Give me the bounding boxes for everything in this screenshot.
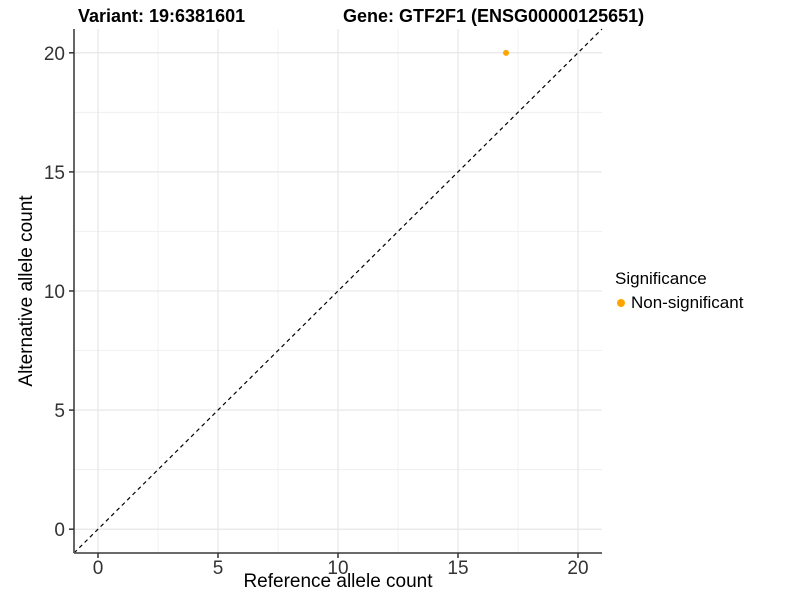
y-tick-label: 10: [44, 282, 65, 303]
x-tick-label: 10: [327, 558, 348, 579]
plot-title-gene: Gene: GTF2F1 (ENSG00000125651): [343, 6, 645, 26]
legend: Significance Non-significant: [615, 269, 743, 313]
plot-title-variant: Variant: 19:6381601: [78, 6, 246, 26]
data-point: [503, 49, 509, 56]
y-axis-title: Alternative allele count: [16, 195, 37, 387]
y-tick-label: 5: [54, 401, 65, 422]
y-tick-label: 15: [44, 163, 65, 184]
y-tick-label: 20: [44, 44, 65, 65]
x-axis-title: Reference allele count: [243, 571, 433, 592]
legend-title: Significance: [615, 269, 707, 288]
identity-reference-line: [73, 28, 603, 554]
x-tick-label: 15: [447, 558, 468, 579]
legend-point-icon: [617, 299, 625, 307]
x-tick-label: 20: [567, 558, 588, 579]
legend-entry-non-significant: Non-significant: [615, 293, 743, 313]
legend-entry-label: Non-significant: [631, 293, 744, 312]
x-tick-label: 0: [93, 558, 104, 579]
x-tick-label: 5: [213, 558, 224, 579]
y-tick-label: 0: [54, 520, 65, 541]
